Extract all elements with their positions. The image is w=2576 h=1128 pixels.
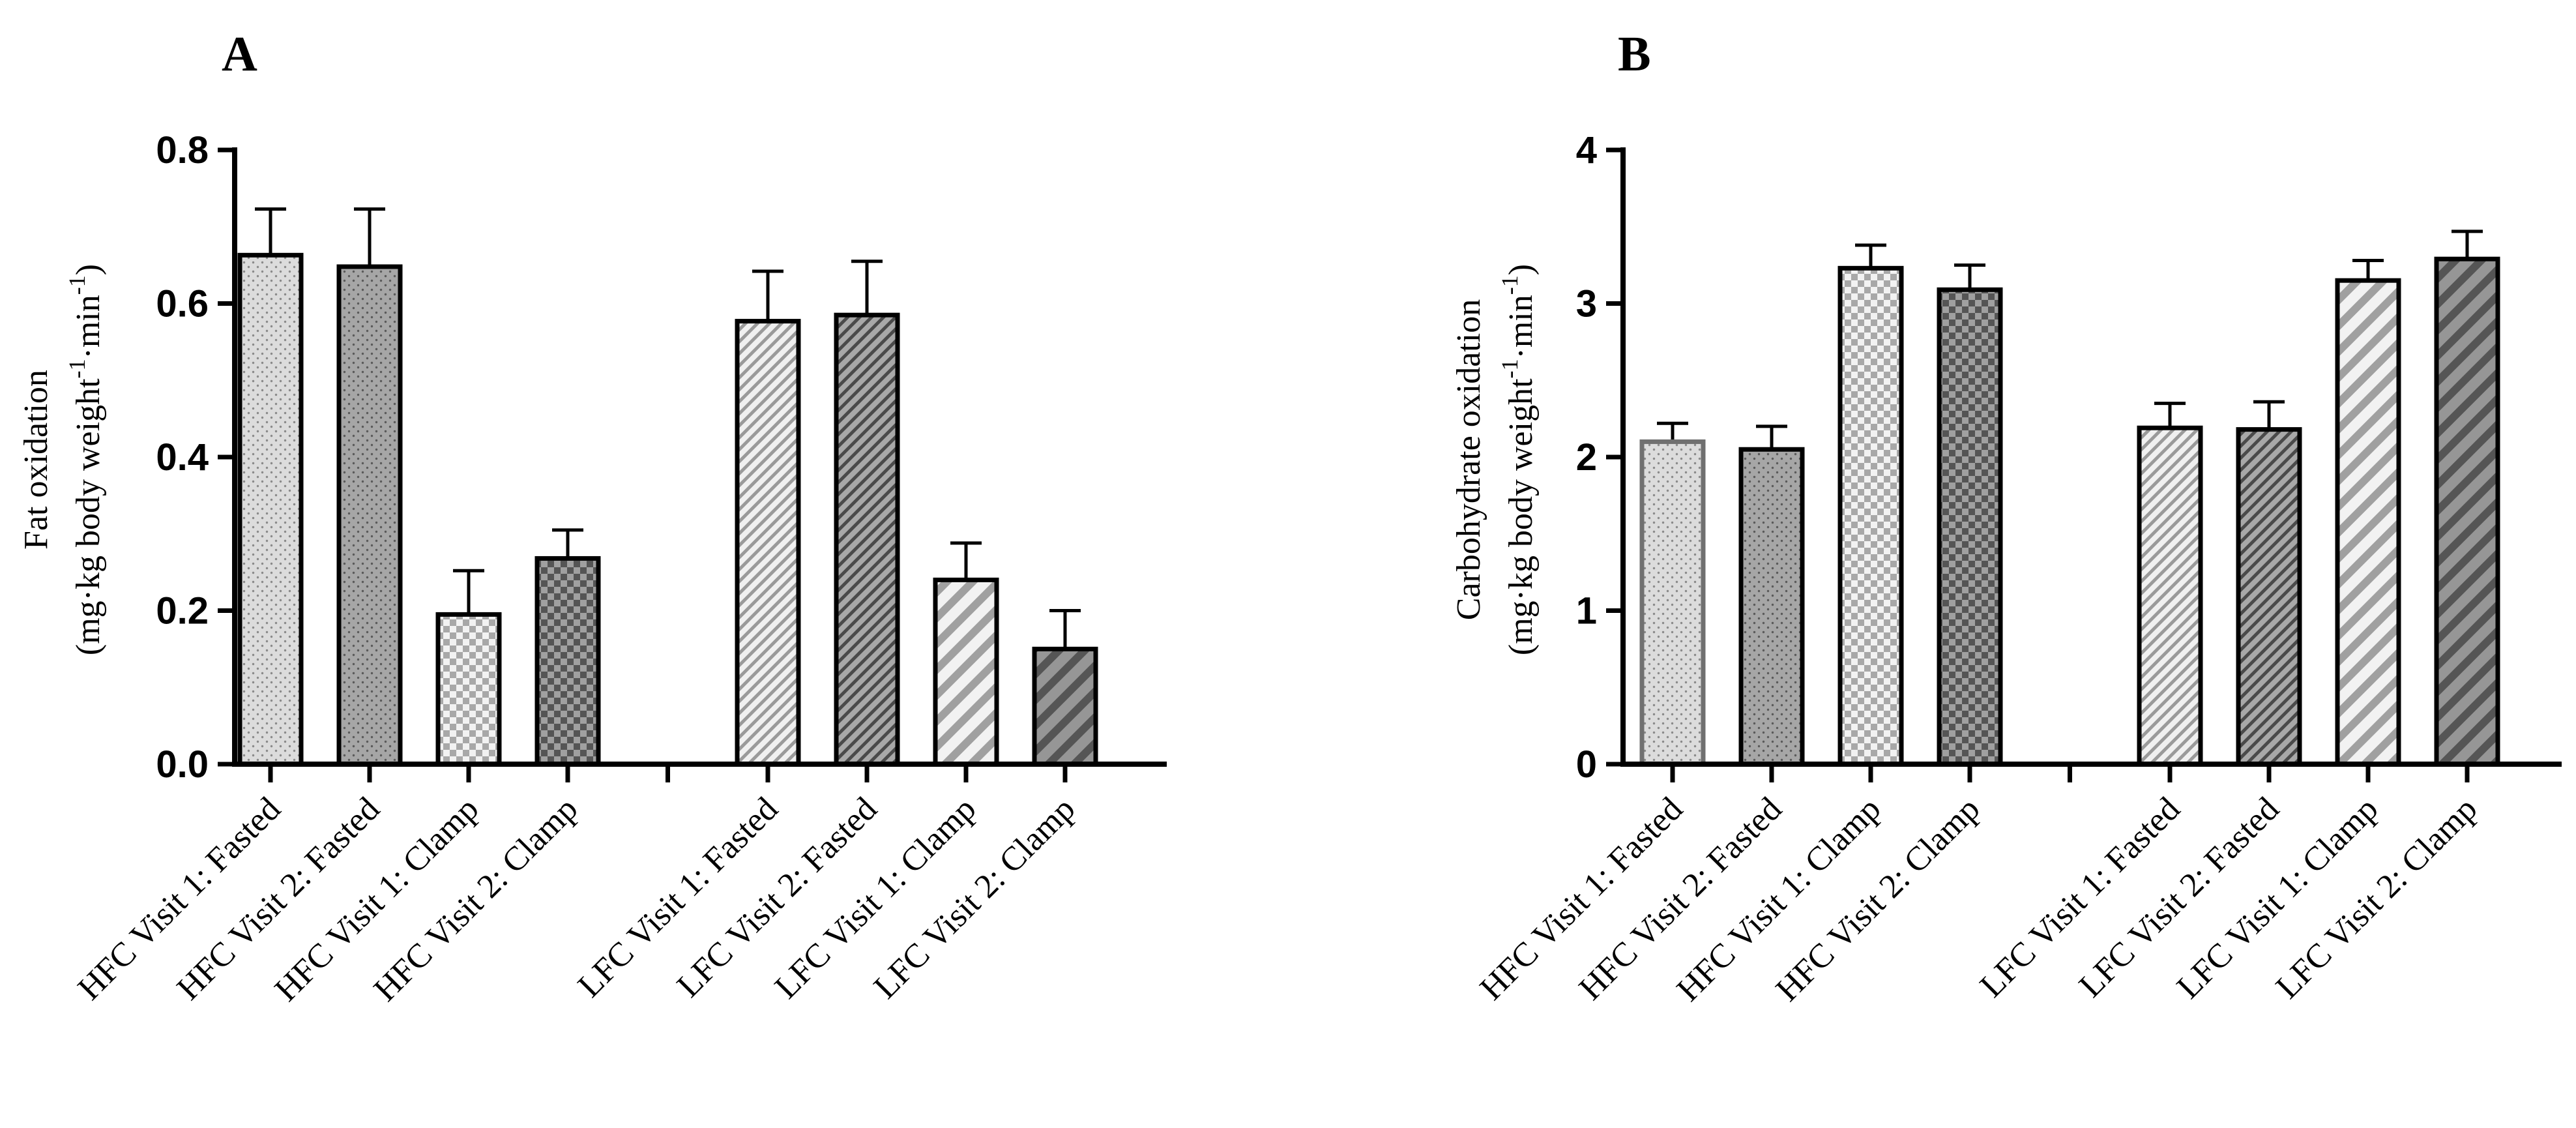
- panel-b-y-tick-label: 0: [1576, 743, 1597, 786]
- panel-b-bar: [1639, 439, 1706, 767]
- panel-b-bar: [2137, 425, 2203, 767]
- panel-a-bar: [435, 612, 502, 767]
- panel-b-bar: [2434, 256, 2500, 767]
- panel-b-bar: [1738, 447, 1805, 767]
- panel-a-y-tick-label: 0.8: [156, 129, 209, 171]
- panel-a-y-axis-label: Fat oxidation (mg·kg body weight-1·min-1…: [18, 264, 107, 655]
- panel-a-y-tick-label: 0.2: [156, 590, 209, 632]
- panel-b-y-tick-label: 1: [1576, 590, 1597, 632]
- panel-a-bar: [933, 577, 999, 767]
- panel-a-ylabel-line1: Fat oxidation: [18, 370, 55, 550]
- panel-a-bar: [237, 252, 304, 767]
- panel-a: A Fat oxidation (mg·kg body weight-1·min…: [18, 27, 1167, 1009]
- panel-b-y-tick-label: 4: [1576, 129, 1597, 171]
- panel-b-y-axis-label: Carbohydrate oxidation (mg·kg body weigh…: [1450, 264, 1540, 655]
- panel-b-y-tick-label: 2: [1576, 436, 1597, 479]
- panel-b-ylabel-line2: (mg·kg body weight-1·min-1): [1497, 264, 1540, 655]
- panel-b: B Carbohydrate oxidation (mg·kg body wei…: [1450, 27, 2562, 1009]
- panel-b-bar: [2236, 427, 2302, 767]
- panel-a-ylabel-line2: (mg·kg body weight-1·min-1): [64, 264, 107, 655]
- panel-a-y-tick-label: 0.6: [156, 283, 209, 325]
- panel-a-y-tick-label: 0.0: [156, 743, 209, 786]
- panel-b-y-tick-label: 3: [1576, 283, 1597, 325]
- panel-a-bar: [534, 556, 601, 767]
- panel-b-ylabel-line1: Carbohydrate oxidation: [1450, 299, 1487, 620]
- panel-b-label: B: [1618, 27, 1651, 82]
- panel-a-label: A: [222, 27, 257, 82]
- panel-a-y-tick-label: 0.4: [156, 436, 209, 479]
- panel-a-bar: [735, 319, 801, 767]
- panel-a-bar: [1032, 646, 1098, 767]
- panel-b-bar: [2335, 278, 2401, 767]
- panel-b-bar: [1837, 265, 1904, 767]
- panel-a-bar: [834, 312, 900, 767]
- panel-a-bar: [336, 264, 403, 767]
- panel-b-bar: [1937, 287, 2003, 767]
